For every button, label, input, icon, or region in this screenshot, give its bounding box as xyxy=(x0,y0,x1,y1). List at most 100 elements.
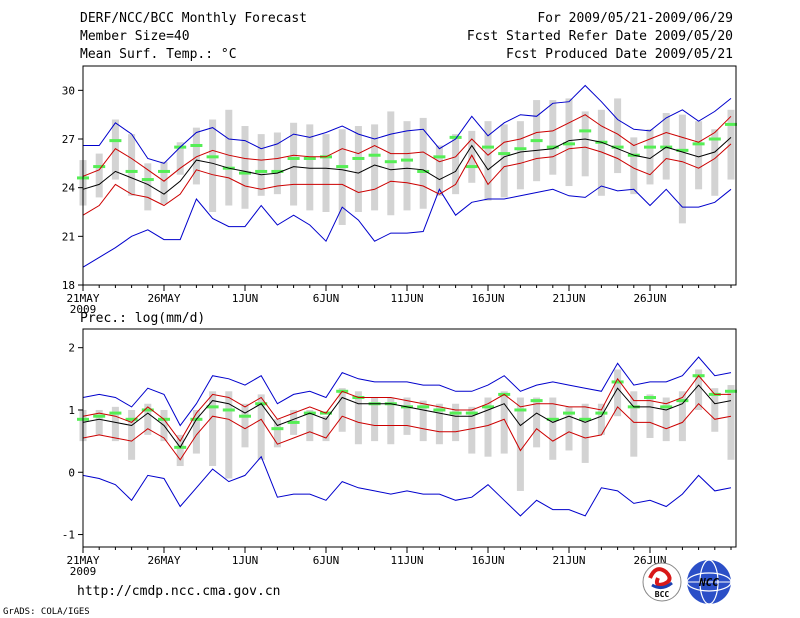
member-bar xyxy=(111,406,119,442)
median-marker xyxy=(644,145,656,149)
min-line xyxy=(82,455,732,517)
member-bar xyxy=(354,126,362,212)
x-tick-label: 16JUN xyxy=(471,292,504,305)
member-bar xyxy=(371,397,379,442)
x-tick-label: 11JUN xyxy=(390,554,423,567)
median-marker xyxy=(546,145,559,149)
x-tick-label: 21MAY xyxy=(66,554,99,567)
member-bar xyxy=(468,130,476,183)
median-marker xyxy=(287,420,300,424)
median-marker xyxy=(546,417,559,421)
member-bar xyxy=(322,134,330,212)
temperature-panel: 18 21 24 27 30 21MAY 26MAY 1JUN 6JUN 11JUN 16JUN 21… xyxy=(62,65,737,316)
x-tick-label: 6JUN xyxy=(313,554,340,567)
median-marker xyxy=(579,129,592,133)
x-tick-label: 26MAY xyxy=(147,292,180,305)
median-marker xyxy=(708,137,721,141)
x-tick-label: 21MAY xyxy=(66,292,99,305)
median-marker xyxy=(239,171,251,175)
median-marker xyxy=(222,408,235,412)
median-marker xyxy=(725,122,737,126)
member-bar xyxy=(565,98,573,187)
median-marker xyxy=(498,152,511,156)
y-tick-label: 1 xyxy=(68,404,75,417)
lower-percentile-line xyxy=(82,402,732,461)
member-bar xyxy=(549,100,557,175)
member-bar xyxy=(614,98,622,174)
bcc-logo: BCC xyxy=(642,562,682,602)
member-bar xyxy=(290,122,298,206)
median-marker xyxy=(303,156,316,160)
member-bar xyxy=(192,127,200,185)
member-bar xyxy=(176,434,184,467)
member-bar xyxy=(484,121,492,201)
median-marker xyxy=(109,411,122,415)
member-bar xyxy=(273,132,281,195)
member-bar xyxy=(678,391,686,442)
x-tick-label: 26JUN xyxy=(633,292,666,305)
median-marker xyxy=(482,405,494,409)
member-bar xyxy=(662,397,670,442)
member-bar xyxy=(387,111,395,216)
member-bar xyxy=(306,409,314,442)
member-bar xyxy=(452,134,460,195)
median-marker xyxy=(514,147,527,151)
median-marker xyxy=(125,417,138,421)
ensemble-mean-line xyxy=(82,384,732,449)
median-marker xyxy=(255,169,268,173)
x-tick-label: 16JUN xyxy=(471,554,504,567)
member-bar xyxy=(646,394,654,438)
member-bar xyxy=(111,119,119,180)
member-bar xyxy=(581,403,589,463)
member-bar xyxy=(516,397,524,491)
median-marker xyxy=(141,408,154,412)
median-marker xyxy=(563,411,575,415)
member-bar xyxy=(695,369,703,410)
member-bar xyxy=(354,391,362,445)
bcc-logo-text: BCC xyxy=(655,590,670,599)
member-bar xyxy=(581,111,589,177)
member-bar xyxy=(144,403,152,435)
source-url[interactable]: http://cmdp.ncc.cma.gov.cn xyxy=(77,584,281,599)
min-line xyxy=(82,185,732,268)
median-marker xyxy=(676,148,689,152)
member-bar xyxy=(209,391,217,467)
member-bar xyxy=(160,161,168,204)
member-bar xyxy=(565,406,573,451)
precip-title: Prec.: log(mm/d) xyxy=(80,311,205,326)
member-bar xyxy=(257,394,265,460)
member-bar xyxy=(241,126,249,209)
y-tick-label: 21 xyxy=(62,230,75,243)
member-bar xyxy=(419,117,427,209)
member-bar xyxy=(95,153,103,198)
member-bar xyxy=(597,109,605,196)
median-marker xyxy=(239,414,251,418)
member-bar xyxy=(630,391,638,457)
variable-label: Mean Surf. Temp.: °C xyxy=(80,47,237,62)
median-marker xyxy=(433,155,446,159)
member-bar xyxy=(500,391,508,454)
median-marker xyxy=(384,160,397,164)
median-marker xyxy=(352,156,365,160)
member-bar xyxy=(695,121,703,190)
median-marker xyxy=(465,165,478,169)
median-marker xyxy=(158,169,170,173)
member-bar xyxy=(711,388,719,432)
median-marker xyxy=(530,139,543,143)
median-marker xyxy=(401,158,413,162)
member-bar xyxy=(95,409,103,435)
member-bar xyxy=(225,391,233,479)
member-bar xyxy=(209,119,217,212)
median-marker xyxy=(271,427,284,431)
member-bar xyxy=(500,124,508,198)
member-bar xyxy=(176,142,184,175)
median-marker xyxy=(644,396,656,400)
y-tick-label: 24 xyxy=(62,182,76,195)
upper-percentile-line xyxy=(82,114,732,182)
x-tick-label: 26MAY xyxy=(147,554,180,567)
member-bar xyxy=(435,145,443,196)
member-bar xyxy=(419,400,427,442)
member-bar xyxy=(306,124,314,211)
median-marker xyxy=(93,414,106,418)
